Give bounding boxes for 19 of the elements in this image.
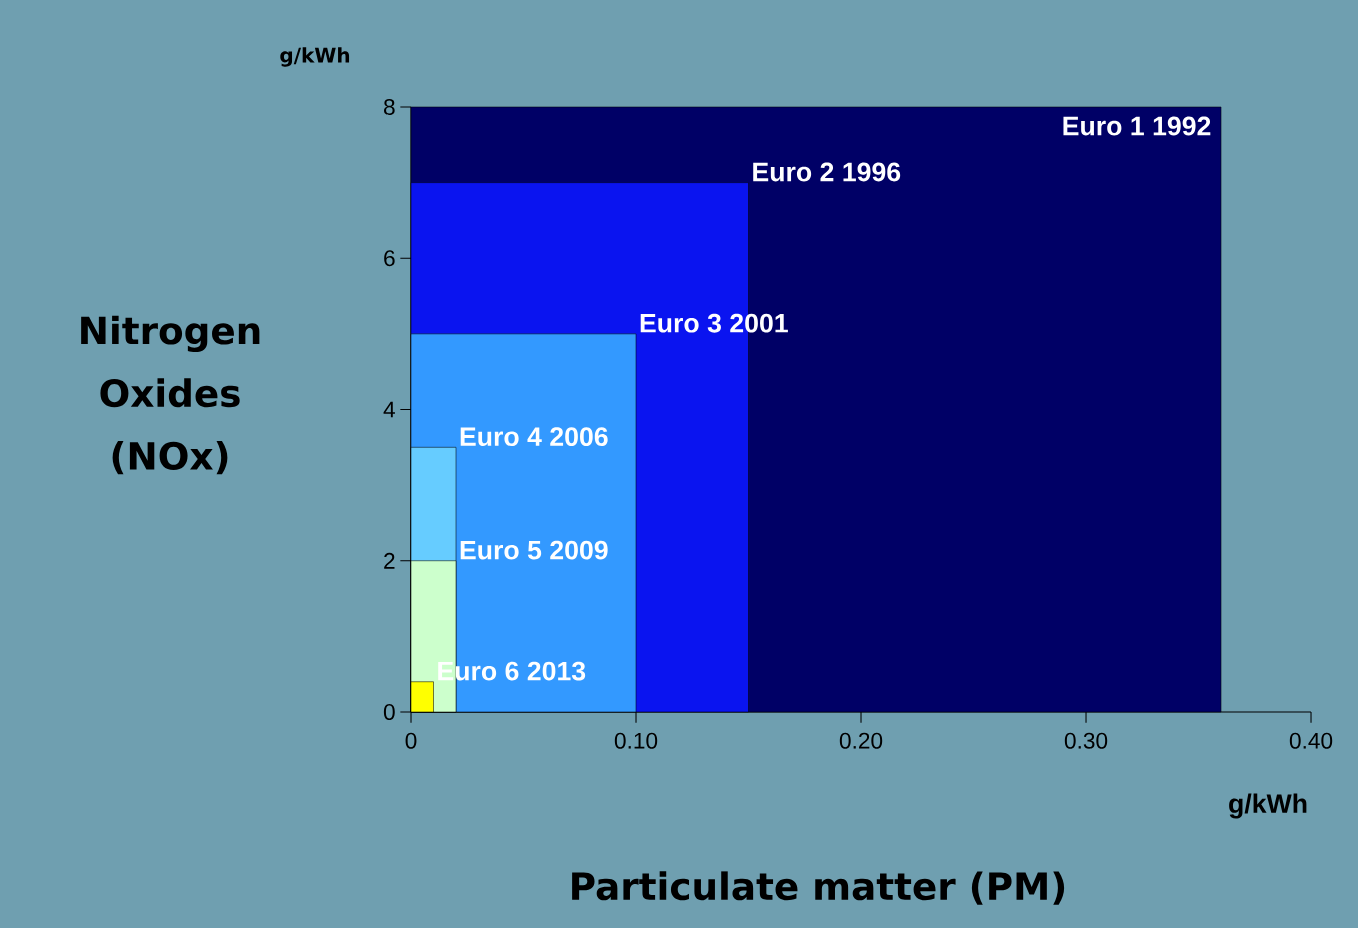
y-tick-label: 0 [383, 703, 395, 721]
x-tick-label: 0.40 [1289, 732, 1333, 749]
y-tick-label: 4 [383, 401, 395, 418]
x-tick-label: 0.30 [1064, 732, 1108, 749]
text: g/kWh [1229, 793, 1307, 819]
x-axis-title: Particulate matter (PM) [572, 871, 1065, 905]
series-label: Euro 2 1996 [753, 162, 901, 182]
y-axis-title: Nitrogen Oxides (NOx) [81, 315, 260, 475]
x-tick-label: 0.10 [614, 732, 658, 749]
series-label: Euro 4 2006 [460, 427, 608, 447]
y-tick-label: 6 [384, 250, 395, 267]
y-tick-label: 2 [384, 552, 395, 569]
series-label: Euro 1 1992 [1063, 116, 1211, 136]
y-tick-label: 8 [384, 98, 395, 116]
text: g/kWh [280, 47, 350, 67]
series-label: Euro 3 2001 [640, 313, 788, 333]
x-tick-label: 0.20 [839, 732, 883, 749]
series-label: Euro 5 2009 [460, 540, 608, 560]
x-tick-label: 0 [405, 732, 417, 749]
